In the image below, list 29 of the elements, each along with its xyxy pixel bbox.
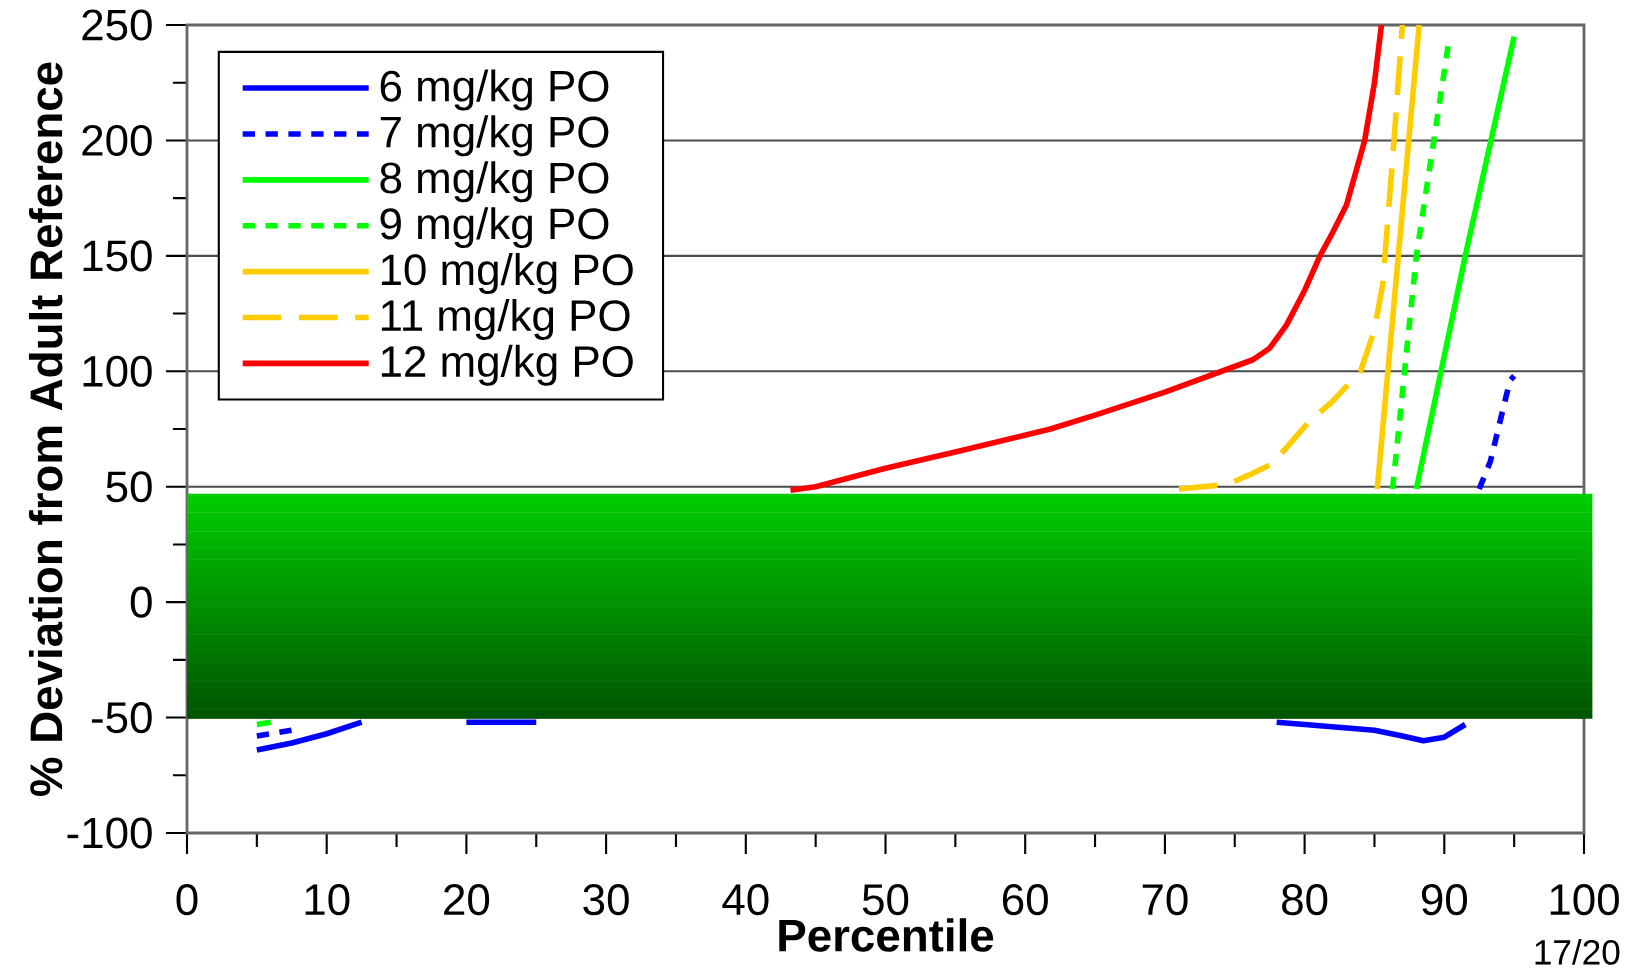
- text: 17/20: [1535, 938, 1620, 965]
- legend-label: 6 mg/kg PO: [380, 69, 609, 111]
- x-tick-label: 0: [176, 884, 198, 916]
- y-tick-label: -50: [91, 702, 152, 734]
- x-tick-label: 80: [1282, 884, 1328, 916]
- x-tick-label: 20: [444, 884, 490, 916]
- x-tick-label: 60: [1002, 884, 1048, 916]
- x-tick-label: 40: [722, 884, 769, 916]
- legend-label: 10 mg/kg PO: [381, 253, 633, 294]
- x-tick-label: 70: [1142, 884, 1188, 916]
- x-tick-label: 100: [1550, 884, 1619, 916]
- y-tick-label: 200: [82, 124, 152, 156]
- legend-label: 7 mg/kg PO: [380, 115, 609, 157]
- x-tick-label: 90: [1421, 884, 1468, 916]
- x-tick-label: 10: [305, 884, 350, 916]
- legend-label: 11 mg/kg PO: [381, 298, 630, 340]
- y-tick-label: 150: [83, 240, 152, 272]
- y-axis-title: % Deviation from Adult Reference: [28, 62, 63, 796]
- y-tick-label: -100: [67, 817, 152, 849]
- y-tick-label: 250: [82, 9, 152, 41]
- legend-label: 8 mg/kg PO: [380, 161, 609, 203]
- x-tick-label: 30: [583, 884, 629, 916]
- x-tick-label: 50: [862, 884, 909, 916]
- y-tick-label: 50: [106, 471, 152, 503]
- legend-label: 9 mg/kg PO: [380, 207, 609, 249]
- x-axis-title: Percentile: [779, 918, 994, 952]
- legend-label: 12 mg/kg PO: [381, 344, 633, 386]
- y-tick-label: 100: [83, 355, 152, 387]
- y-tick-label: 0: [130, 586, 152, 618]
